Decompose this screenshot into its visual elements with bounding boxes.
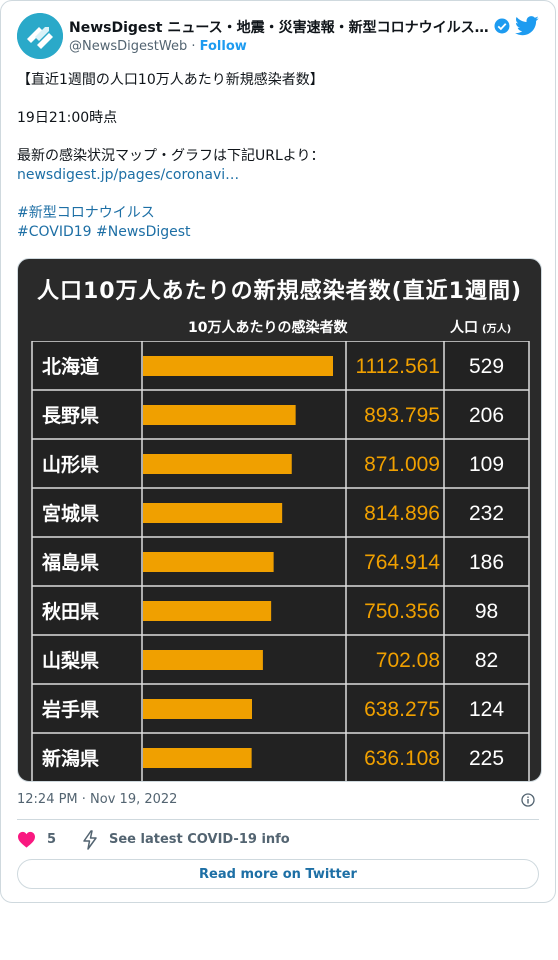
rate-value: 636.108 bbox=[364, 747, 440, 770]
bar-長野県 bbox=[143, 405, 296, 425]
rate-value: 764.914 bbox=[364, 551, 440, 574]
population-value: 225 bbox=[469, 747, 504, 770]
tweet-line-time: 19日21:00時点 bbox=[17, 110, 118, 126]
population-header-label: 人口 bbox=[450, 320, 478, 336]
covid-info-link[interactable]: See latest COVID-19 info bbox=[109, 832, 290, 847]
dot-separator: · bbox=[191, 39, 200, 54]
bar-北海道 bbox=[143, 356, 333, 376]
prefecture-label: 岩手県 bbox=[41, 698, 99, 721]
divider bbox=[17, 819, 539, 820]
prefecture-label: 秋田県 bbox=[42, 600, 99, 623]
handle-text[interactable]: @NewsDigestWeb bbox=[69, 39, 188, 54]
bar-福島県 bbox=[143, 552, 274, 572]
heart-icon[interactable] bbox=[17, 831, 36, 848]
bar-山形県 bbox=[143, 454, 292, 474]
population-value: 206 bbox=[469, 404, 504, 427]
rate-value: 893.795 bbox=[364, 404, 440, 427]
prefecture-label: 福島県 bbox=[41, 551, 99, 574]
lightning-icon[interactable] bbox=[81, 830, 99, 850]
column-header-population: 人口 (万人) bbox=[450, 317, 511, 337]
tweet-header: NewsDigest ニュース・地震・災害速報・新型コロナウイルス… @News… bbox=[17, 13, 539, 61]
bar-岩手県 bbox=[143, 699, 253, 719]
population-value: 98 bbox=[475, 600, 498, 623]
info-icon[interactable] bbox=[521, 793, 535, 807]
tweet-line-title: 【直近1週間の人口10万人あたり新規感染者数】 bbox=[17, 72, 324, 88]
author-name[interactable]: NewsDigest ニュース・地震・災害速報・新型コロナウイルス… bbox=[69, 20, 489, 36]
author-handle: @NewsDigestWeb · Follow bbox=[69, 39, 247, 54]
newsdigest-logo-icon bbox=[17, 13, 63, 59]
prefecture-label: 北海道 bbox=[42, 355, 99, 378]
hashtags[interactable]: #COVID19 #NewsDigest bbox=[17, 224, 191, 240]
tweet-timestamp[interactable]: 12:24 PM · Nov 19, 2022 bbox=[17, 792, 178, 807]
follow-button[interactable]: Follow bbox=[199, 39, 247, 54]
tweet-url-link[interactable]: newsdigest.jp/pages/coronavi… bbox=[17, 167, 240, 183]
prefecture-label: 長野県 bbox=[42, 405, 99, 427]
rate-value: 750.356 bbox=[364, 600, 440, 623]
column-header-rate: 10万人あたりの感染者数 bbox=[188, 320, 348, 336]
chart-title: 人口10万人あたりの新規感染者数(直近1週間) bbox=[36, 279, 523, 304]
population-value: 109 bbox=[469, 453, 504, 476]
twitter-bird-icon[interactable] bbox=[515, 15, 539, 37]
tweet-line-desc: 最新の感染状況マップ・グラフは下記URLより： bbox=[17, 148, 325, 164]
prefecture-label: 山形県 bbox=[42, 454, 99, 476]
population-value: 82 bbox=[475, 649, 498, 672]
population-value: 232 bbox=[469, 502, 504, 525]
prefecture-label: 宮城県 bbox=[42, 502, 99, 525]
tweet-card: NewsDigest ニュース・地震・災害速報・新型コロナウイルス… @News… bbox=[0, 0, 556, 903]
table-frame bbox=[31, 341, 530, 781]
hashtag-covid-jp[interactable]: #新型コロナウイルス bbox=[17, 205, 155, 221]
rate-value: 638.275 bbox=[364, 698, 440, 721]
rate-value: 814.896 bbox=[364, 502, 440, 525]
read-more-button[interactable]: Read more on Twitter bbox=[17, 859, 539, 889]
bar-秋田県 bbox=[143, 601, 272, 621]
rate-value: 871.009 bbox=[364, 453, 440, 476]
bar-新潟県 bbox=[143, 748, 252, 768]
like-count: 5 bbox=[47, 832, 57, 847]
rate-value: 702.08 bbox=[376, 649, 440, 672]
avatar[interactable] bbox=[17, 13, 63, 59]
population-value: 186 bbox=[469, 551, 504, 574]
tweet-text: 【直近1週間の人口10万人あたり新規感染者数】 19日21:00時点 最新の感染… bbox=[17, 71, 537, 242]
population-unit: (万人) bbox=[482, 324, 512, 335]
rate-value: 1112.561 bbox=[356, 355, 440, 378]
prefecture-label: 山梨県 bbox=[42, 649, 99, 672]
bar-山梨県 bbox=[143, 650, 263, 670]
bar-宮城県 bbox=[143, 503, 283, 523]
prefecture-label: 新潟県 bbox=[42, 747, 99, 770]
chart-table: 北海道 1112.561 529 長野県 893.795 206 山形県 871.009 109… bbox=[31, 341, 530, 781]
population-value: 529 bbox=[469, 355, 504, 378]
verified-badge-icon bbox=[494, 18, 510, 34]
population-value: 124 bbox=[469, 698, 504, 721]
tweet-media-image[interactable]: 人口10万人あたりの新規感染者数(直近1週間) 10万人あたりの感染者数 人口 (… bbox=[17, 258, 542, 782]
